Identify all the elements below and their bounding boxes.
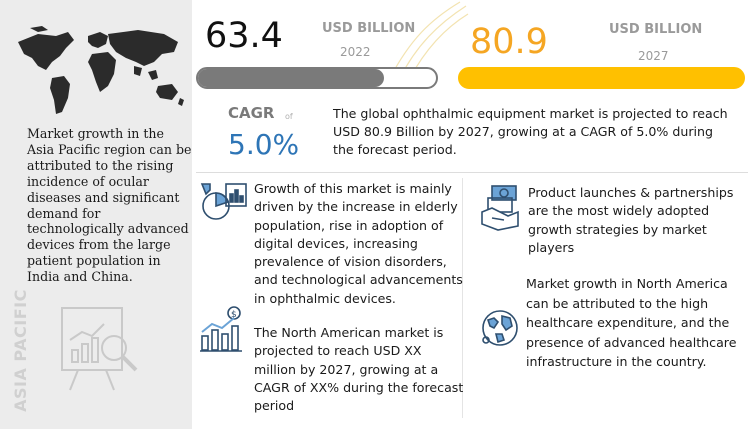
globe-icon (482, 310, 518, 346)
cagr-label: CAGR (228, 104, 275, 122)
north-america-growth-text: Market growth in North America can be at… (526, 276, 737, 370)
progress-bar-2027 (458, 67, 745, 89)
unit-label-2027: USD BILLION (609, 22, 703, 37)
unit-label-2022: USD BILLION (322, 21, 416, 36)
handshake-money-icon (481, 185, 519, 231)
year-label-2022: 2022 (340, 45, 371, 59)
world-map-icon (18, 26, 184, 114)
progress-bar-2022 (196, 67, 438, 89)
growth-chart-icon: $ (200, 306, 242, 352)
divider-horizontal (196, 172, 748, 173)
market-value-2022: 63.4 (205, 16, 283, 56)
asia-pacific-description: Market growth in the Asia Pacific region… (27, 126, 192, 285)
market-summary: The global ophthalmic equipment market i… (333, 106, 728, 157)
analysis-icon (200, 183, 247, 220)
year-label-2027: 2027 (638, 49, 669, 63)
cagr-value: 5.0% (228, 128, 300, 161)
growth-strategy-text: Product launches & partnerships are the … (528, 185, 734, 255)
region-label: ASIA PACIFIC (8, 288, 32, 412)
market-driver-text: Growth of this market is mainly driven b… (254, 181, 463, 306)
market-value-2027: 80.9 (470, 22, 548, 62)
north-america-projection-text: The North American market is projected t… (254, 325, 464, 414)
presentation-board-icon (61, 307, 138, 391)
cagr-of-text: of (285, 112, 293, 121)
svg-text:$: $ (231, 310, 237, 320)
left-panel: Market growth in the Asia Pacific region… (0, 0, 192, 429)
progress-fill-2022 (198, 69, 384, 87)
divider-vertical (462, 178, 463, 418)
region-label-text: ASIA PACIFIC (10, 288, 30, 412)
